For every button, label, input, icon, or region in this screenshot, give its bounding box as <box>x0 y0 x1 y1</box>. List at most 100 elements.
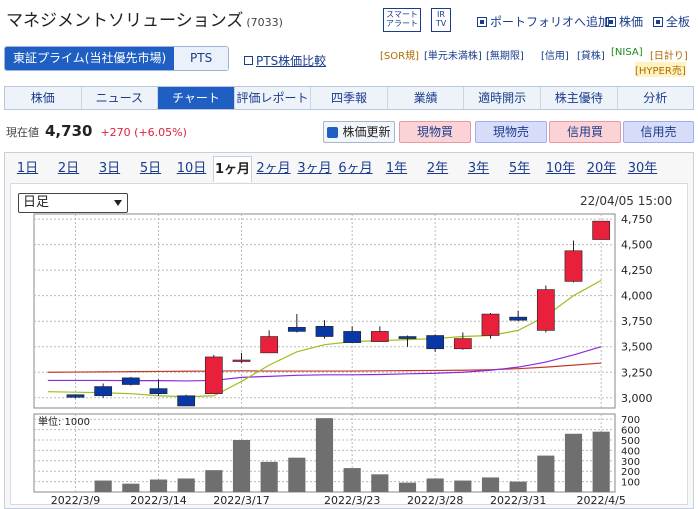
price-row: 現在値 4,730 +270 (+6.05%) <box>6 122 187 140</box>
period-tab[interactable]: 6ヶ月 <box>338 161 373 176</box>
period-tab[interactable]: 20年 <box>586 161 617 176</box>
add-portfolio-link[interactable]: ポートフォリオへ追加 <box>477 13 610 30</box>
period-tab[interactable]: 10日 <box>176 161 207 176</box>
period-tab[interactable]: 5日 <box>139 161 162 176</box>
volume-bar <box>537 455 555 492</box>
ir-tv-button[interactable]: IR TV <box>431 8 451 32</box>
candle-body <box>481 313 500 336</box>
candle-body <box>66 394 85 398</box>
period-tabs: 1日 2日 3日 5日 10日 1ヶ月 2ヶ月 3ヶ月 6ヶ月 1年 2年 3年 5年 10年 20年 30年 <box>8 156 662 182</box>
volume-bar <box>343 468 361 492</box>
nav-item-price[interactable]: 株価 <box>5 87 82 109</box>
volume-bar <box>592 431 610 492</box>
page-title: マネジメントソリューションズ (7033) <box>6 6 283 31</box>
volume-tick-label: 100 <box>621 478 640 489</box>
full-board-link[interactable]: 全板 <box>653 13 690 30</box>
period-tab[interactable]: 30年 <box>627 161 658 176</box>
price-tick-label: 3,000 <box>621 392 653 405</box>
x-tick-label: 2022/3/9 <box>51 494 100 507</box>
volume-bar <box>564 433 583 492</box>
volume-tick-label: 300 <box>621 457 640 468</box>
x-tick-label: 2022/3/31 <box>490 494 546 507</box>
period-tab[interactable]: 2ヶ月 <box>256 161 291 176</box>
main-nav: 株価 ニュース チャート 評価レポート 四季報 業績 適時開示 株主優待 分析 <box>4 86 694 110</box>
nav-item-chart[interactable]: チャート <box>158 87 235 109</box>
tag-day-trade: [日計り] <box>650 51 688 62</box>
candle-body <box>177 395 196 407</box>
candle-body <box>149 388 168 395</box>
cash-buy-button[interactable]: 現物買 <box>399 121 471 143</box>
pts-compare-link[interactable]: PTS株価比較 <box>244 52 326 69</box>
chart-datetime: 22/04/05 15:00 <box>580 194 673 208</box>
smart-alert-button[interactable]: スマート アラート <box>383 8 421 32</box>
volume-bar <box>122 483 140 492</box>
tag-nisa: [NISA] <box>611 47 643 58</box>
tag-hyper-sell: [HYPER売] <box>635 62 686 77</box>
volume-tick-label: 200 <box>621 467 640 478</box>
ma-long-line <box>47 362 602 373</box>
refresh-price-button[interactable]: 株価更新 <box>323 121 395 143</box>
volume-tick-label: 500 <box>621 436 640 447</box>
nav-item-analysis[interactable]: 分析 <box>643 91 668 105</box>
price-tick-label: 3,250 <box>621 366 653 379</box>
interval-select[interactable]: 日足 <box>18 193 128 213</box>
period-tab[interactable]: 3年 <box>467 161 490 176</box>
price-tick-label: 4,750 <box>621 213 653 226</box>
period-tab[interactable]: 1年 <box>385 161 408 176</box>
ma-mid-line <box>47 346 602 382</box>
nav-item-earnings[interactable]: 業績 <box>388 87 465 109</box>
candle-body <box>453 338 472 350</box>
candle-body <box>287 327 306 332</box>
period-tab[interactable]: 2日 <box>57 161 80 176</box>
compare-icon <box>244 56 253 65</box>
cash-sell-button[interactable]: 現物売 <box>475 121 547 143</box>
period-tab[interactable]: 1ヶ月 <box>213 156 252 182</box>
volume-bar <box>232 440 251 492</box>
price-value: 4,730 <box>45 122 93 140</box>
stock-price-link[interactable]: 株価 <box>606 13 643 30</box>
nav-item-news[interactable]: ニュース <box>82 87 159 109</box>
nav-item-disclosure[interactable]: 適時開示 <box>464 87 541 109</box>
price-tick-label: 4,000 <box>621 290 653 303</box>
nav-item-shikiho[interactable]: 四季報 <box>311 87 388 109</box>
candle-body <box>121 377 140 385</box>
stock-icon <box>606 16 616 27</box>
candle-body <box>232 359 251 362</box>
period-tab[interactable]: 1日 <box>16 161 39 176</box>
volume-tick-label: 400 <box>621 446 640 457</box>
candle-body <box>343 331 362 343</box>
volume-bar <box>177 478 195 492</box>
tag-sor: [SOR規] <box>380 51 419 62</box>
tab-tse-prime[interactable]: 東証プライム(当社優先市場) <box>5 47 175 70</box>
board-icon <box>653 16 663 27</box>
volume-bar <box>315 418 334 492</box>
tag-odd-lot: [単元未満株] <box>424 51 482 62</box>
period-tab[interactable]: 2年 <box>426 161 449 176</box>
period-tab[interactable]: 3日 <box>98 161 121 176</box>
x-tick-label: 2022/3/28 <box>407 494 463 507</box>
ma-short-line <box>47 279 602 398</box>
chevron-down-icon <box>114 200 122 206</box>
price-tick-label: 3,750 <box>621 315 653 328</box>
volume-bar <box>371 474 389 492</box>
margin-sell-button[interactable]: 信用売 <box>623 121 694 143</box>
volume-tick-label: 700 <box>621 415 640 426</box>
tag-lending: [貸株] <box>577 51 605 62</box>
price-change: +270 (+6.05%) <box>100 126 187 139</box>
company-name: マネジメントソリューションズ <box>6 11 244 31</box>
period-tab[interactable]: 10年 <box>545 161 576 176</box>
volume-bar <box>149 479 168 492</box>
candle-body <box>204 356 223 395</box>
price-tick-label: 3,500 <box>621 341 653 354</box>
candle-body <box>260 336 279 354</box>
period-tab[interactable]: 5年 <box>508 161 531 176</box>
volume-bar <box>509 481 527 492</box>
nav-item-report[interactable]: 評価レポート <box>235 87 312 109</box>
margin-buy-button[interactable]: 信用買 <box>549 121 621 143</box>
nav-item-benefits[interactable]: 株主優待 <box>541 87 618 109</box>
x-tick-label: 2022/4/5 <box>576 494 625 507</box>
tab-pts[interactable]: PTS <box>174 47 229 70</box>
period-tab[interactable]: 3ヶ月 <box>297 161 332 176</box>
candle-body <box>315 326 334 337</box>
